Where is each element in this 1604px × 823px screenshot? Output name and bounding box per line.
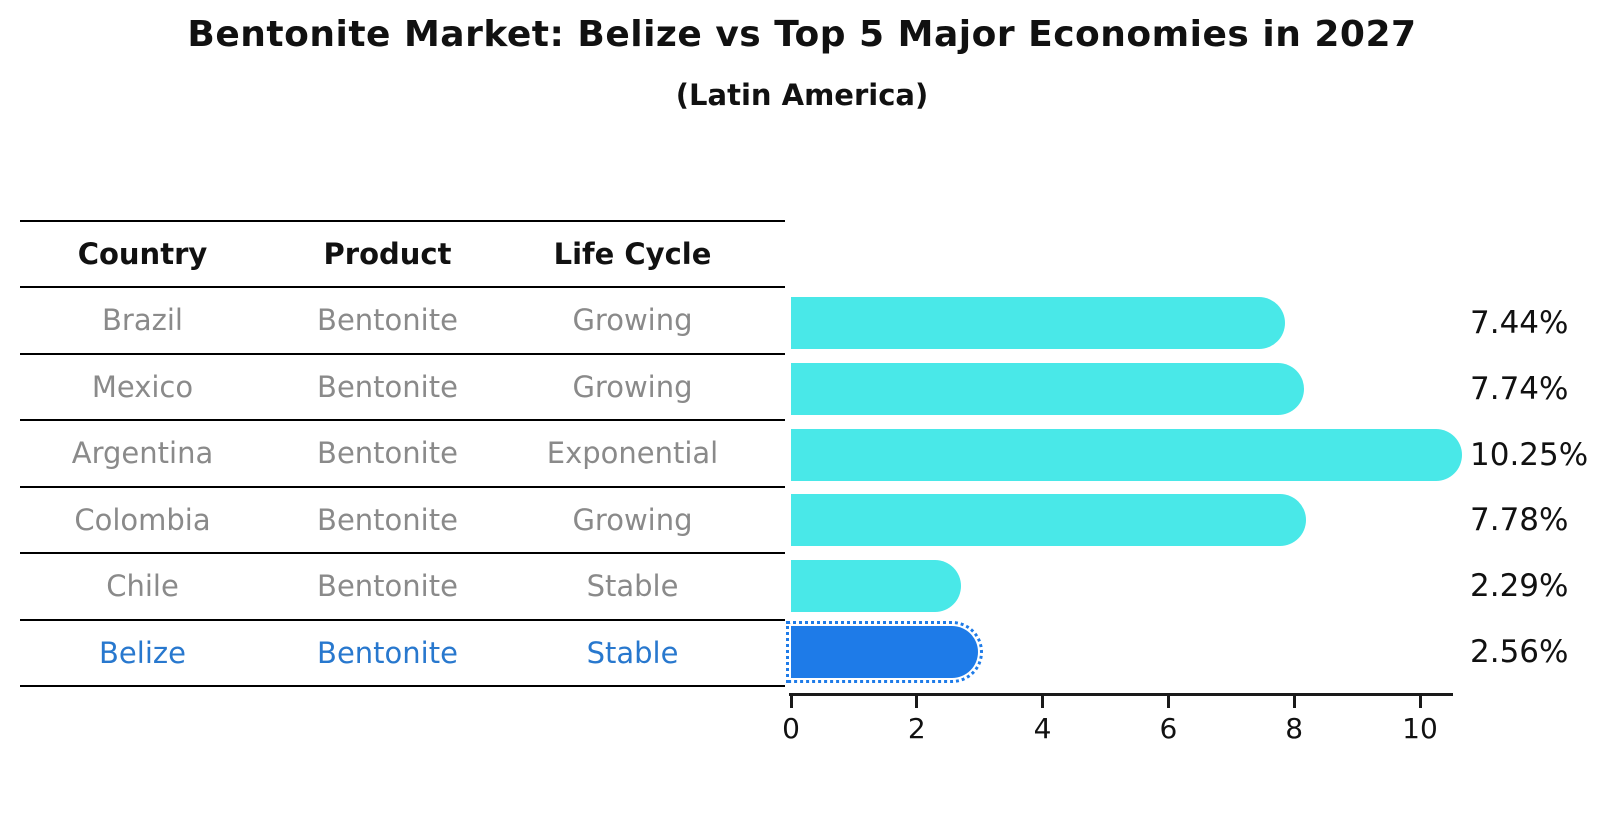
x-axis-tick — [1166, 696, 1170, 708]
table-cell-life-cycle: Growing — [572, 369, 693, 404]
table-row: Argentina Bentonite Exponential — [20, 421, 785, 488]
column-header: Product — [323, 237, 452, 271]
x-axis-tick — [915, 696, 919, 708]
x-axis-tick-label: 4 — [1033, 712, 1052, 745]
table-cell-life-cycle: Growing — [572, 502, 693, 537]
table-cell-country: Chile — [106, 569, 179, 604]
bar-chile — [791, 560, 962, 613]
table-cell-country: Brazil — [102, 303, 183, 338]
chart-title: Bentonite Market: Belize vs Top 5 Major … — [187, 14, 1417, 55]
bar-brazil — [791, 297, 1285, 349]
bar-argentina — [791, 428, 1462, 481]
bar-mexico — [791, 362, 1304, 415]
table-cell-country: Belize — [99, 635, 186, 670]
value-label: 10.25% — [1470, 436, 1589, 473]
table-cell-country: Argentina — [71, 436, 214, 471]
value-label: 2.56% — [1470, 634, 1569, 670]
value-label: 7.44% — [1470, 305, 1569, 341]
x-axis-tick-label: 8 — [1285, 712, 1304, 745]
table-row: Mexico Bentonite Growing — [20, 355, 785, 421]
x-axis-tick — [1418, 696, 1422, 708]
x-axis-line — [789, 693, 1453, 696]
value-label: 7.74% — [1470, 370, 1569, 407]
x-axis-tick — [1041, 696, 1045, 708]
bar-colombia — [791, 494, 1307, 547]
table-cell-product: Bentonite — [317, 635, 458, 670]
table-cell-product: Bentonite — [317, 369, 458, 404]
table-cell-life-cycle: Growing — [572, 303, 693, 338]
column-header: Life Cycle — [553, 237, 712, 271]
table-row: Chile Bentonite Stable — [20, 554, 785, 621]
x-axis-tick-label: 6 — [1159, 712, 1178, 745]
table-cell-country: Colombia — [74, 502, 211, 537]
table-row: Belize Bentonite Stable — [20, 621, 785, 687]
x-axis-tick — [1292, 696, 1296, 708]
x-axis-tick-label: 2 — [907, 712, 926, 745]
table-row: Colombia Bentonite Growing — [20, 488, 785, 554]
chart-subtitle: (Latin America) — [675, 78, 929, 112]
value-label: 7.78% — [1470, 502, 1569, 539]
table-header-row: Country Product Life Cycle — [20, 220, 785, 288]
table-cell-product: Bentonite — [317, 303, 458, 338]
table-cell-product: Bentonite — [317, 436, 458, 471]
table-row: Brazil Bentonite Growing — [20, 288, 785, 355]
table-cell-country: Mexico — [91, 369, 194, 404]
country-table: Country Product Life Cycle Brazil Bentonite G… — [20, 220, 785, 687]
column-header: Country — [77, 237, 208, 271]
table-cell-product: Bentonite — [317, 502, 458, 537]
x-axis-tick — [789, 696, 793, 708]
table-cell-life-cycle: Stable — [586, 635, 679, 670]
value-label: 2.29% — [1470, 568, 1569, 605]
x-axis-tick-label: 0 — [782, 712, 800, 745]
table-cell-life-cycle: Exponential — [546, 436, 719, 471]
x-axis-tick-label: 10 — [1402, 712, 1438, 745]
table-cell-product: Bentonite — [317, 569, 458, 604]
table-cell-life-cycle: Stable — [586, 569, 679, 604]
bar-belize — [785, 621, 984, 683]
